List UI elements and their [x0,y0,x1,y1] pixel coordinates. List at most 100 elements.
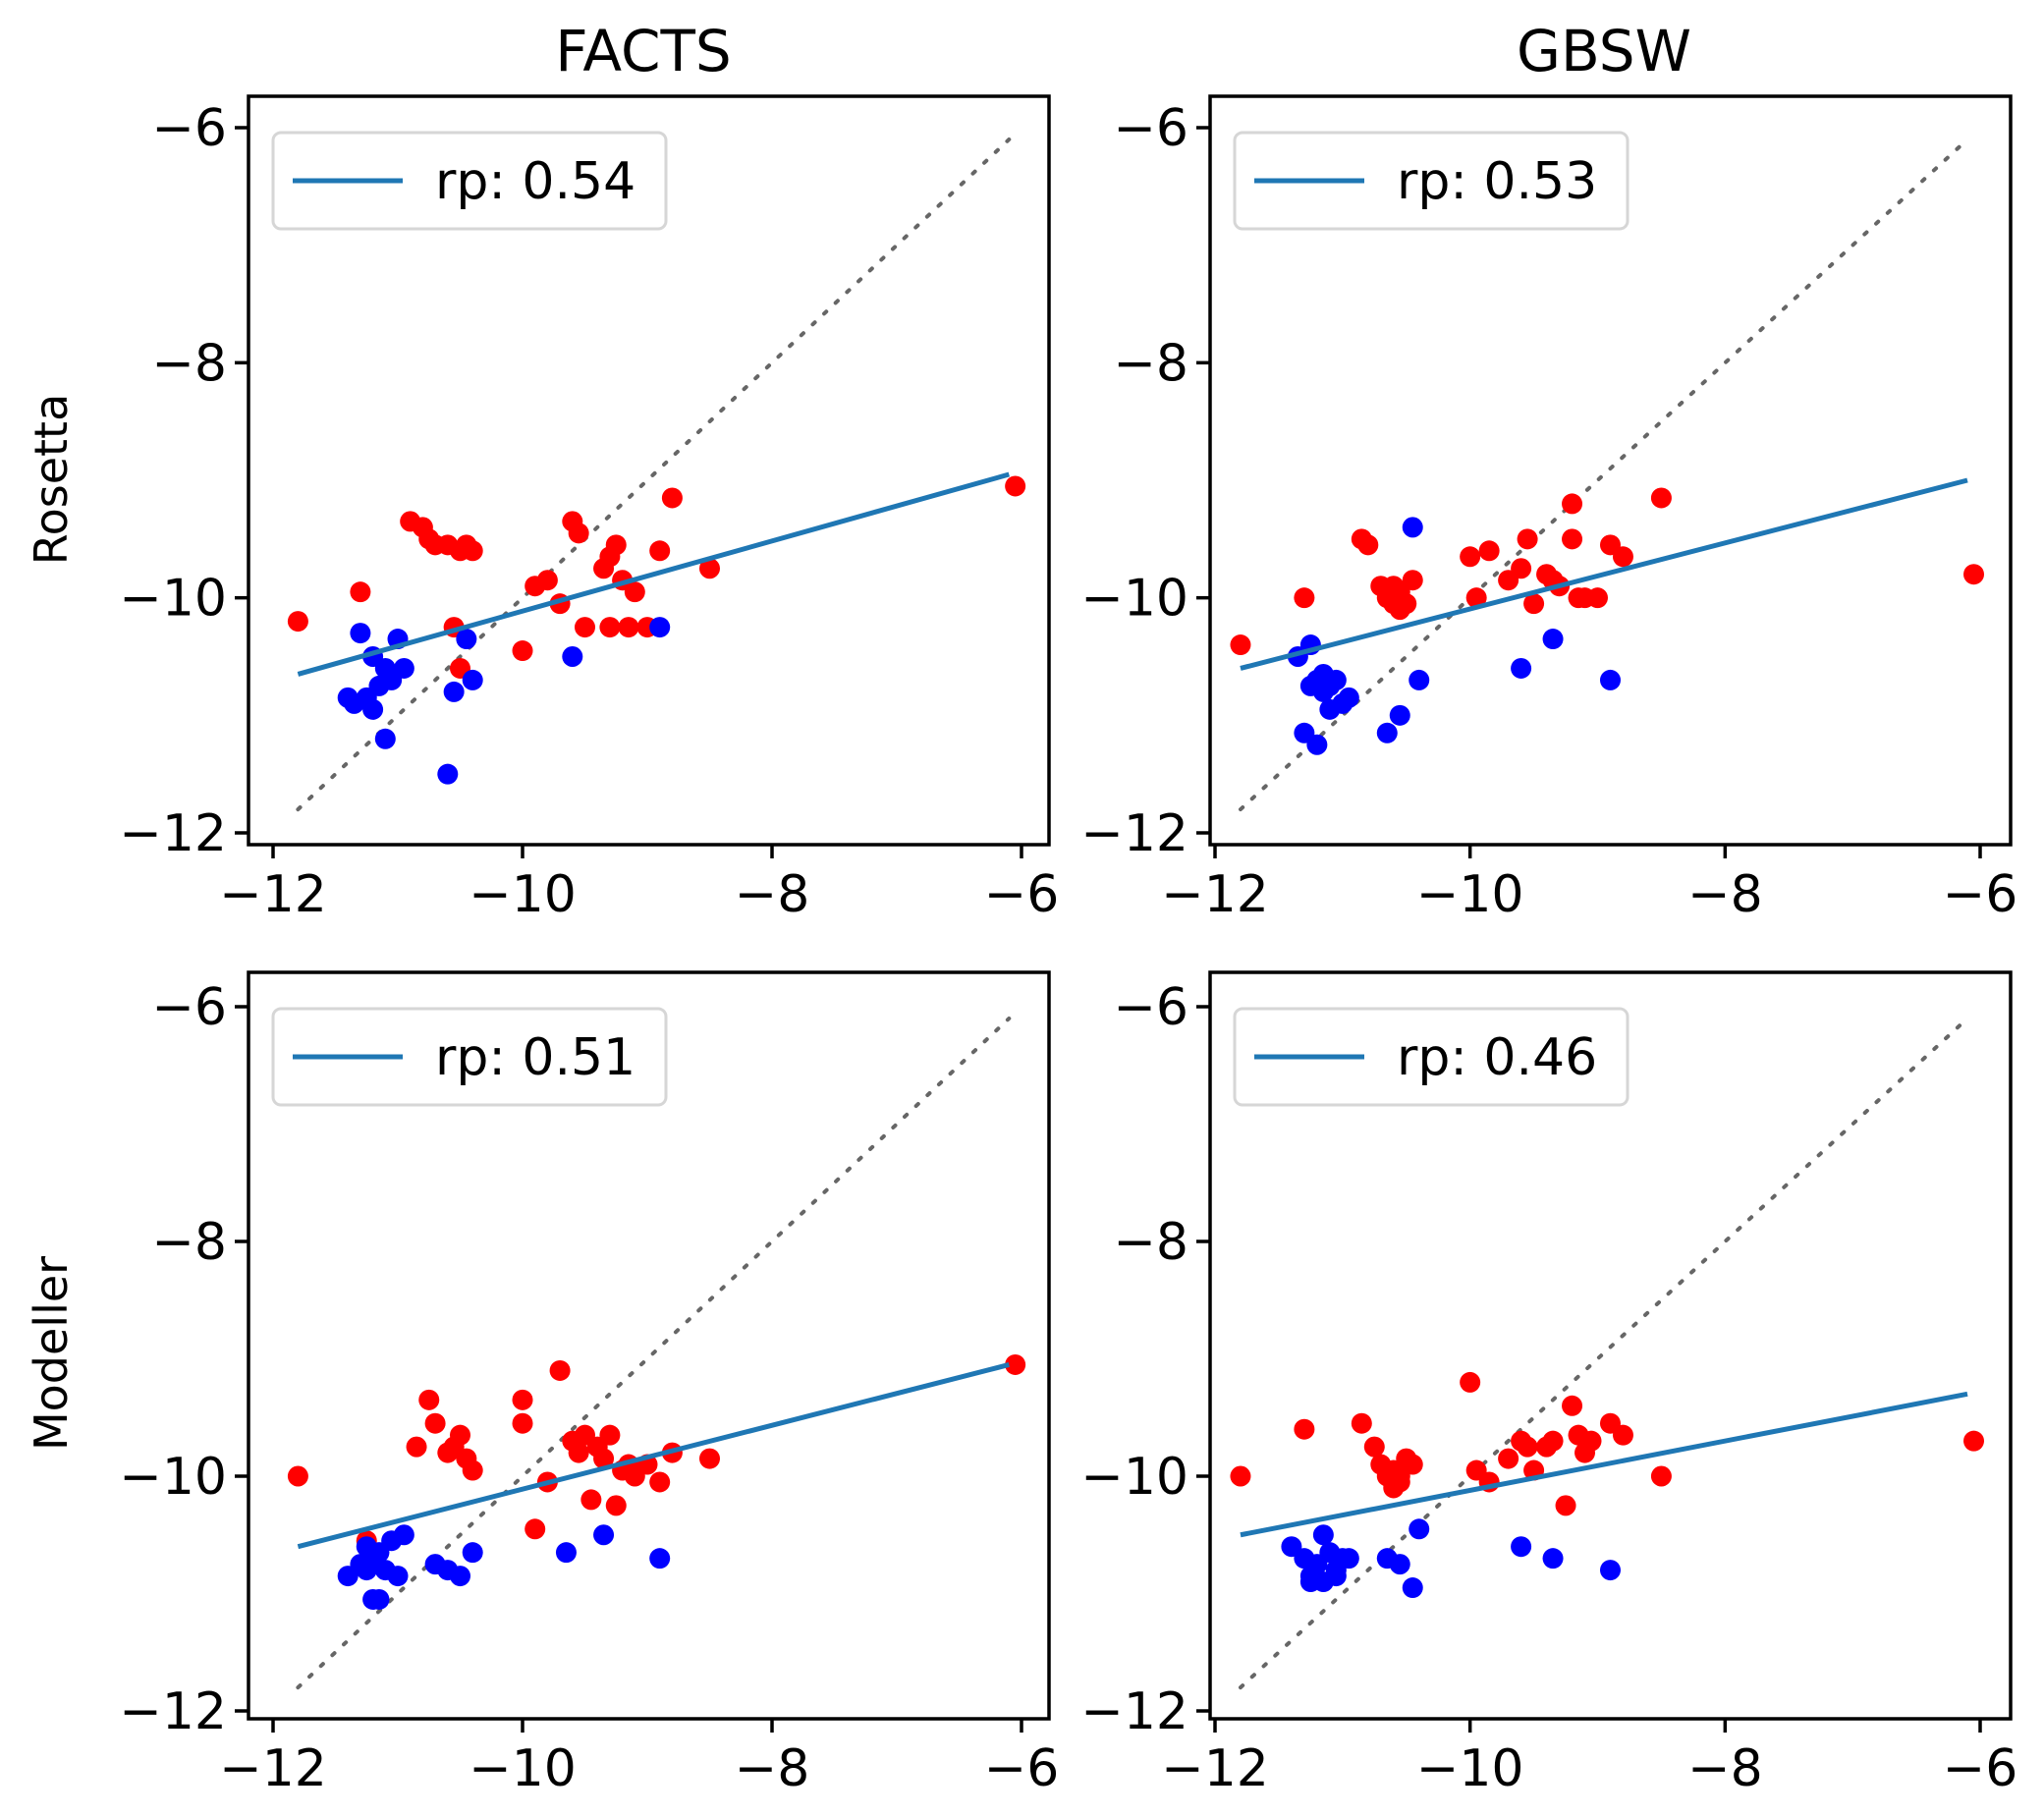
legend-label: rp: 0.51 [435,1028,635,1087]
point-blue [593,1524,615,1546]
legend-box [1233,1007,1630,1107]
legend: rp: 0.53 [1233,131,1630,231]
point-red [1460,1371,1481,1393]
legend: rp: 0.46 [1233,1007,1630,1107]
x-tick-label: −12 [1161,1739,1269,1798]
point-blue [437,763,459,785]
point-blue [562,646,583,667]
y-tick-label: −12 [119,1682,227,1741]
panel-3: −12 −10 −8 −6 −12 −10 −8 −6 rp: 0.51 [119,970,1059,1798]
x-tick-label: −8 [735,865,810,924]
point-blue [1409,1518,1430,1540]
point-red [1005,1353,1026,1375]
point-red [605,534,627,556]
point-red [618,617,639,638]
point-blue [1312,681,1334,702]
point-red [1402,570,1423,591]
point-blue [1389,704,1410,726]
point-blue [1376,722,1398,743]
point-blue [350,623,371,644]
point-blue [1542,1548,1564,1569]
axes-frame [1208,94,2013,847]
x-tick-label: −8 [1687,1739,1763,1798]
point-red [1351,1412,1372,1434]
point-red [350,581,371,603]
panel-4: −12 −10 −8 −6 −12 −10 −8 −6 rp: 0.46 [1080,970,2017,1798]
point-red [536,570,558,591]
point-red [1517,1436,1538,1458]
point-red [512,640,533,662]
row-label-rosetta: Rosetta [25,394,78,566]
point-red [1230,634,1251,656]
y-tick-label: −12 [1080,1682,1188,1741]
point-red [1383,1477,1405,1499]
y-tick-label: −8 [151,334,227,393]
point-red [1612,546,1633,568]
point-red [1511,558,1532,579]
legend-box [1233,131,1630,231]
column-title-gbsw: GBSW [1517,18,1691,84]
point-red [1542,1430,1564,1452]
point-red [575,617,595,638]
point-blue [368,1588,390,1610]
point-red [624,581,645,603]
y-tick-label: −10 [119,1448,227,1507]
axes-frame [247,970,1051,1721]
point-blue [462,1542,483,1564]
fit-line [297,471,1010,677]
point-red [1650,487,1672,509]
point-red [1389,599,1410,621]
panel-2: −12 −10 −8 −6 −12 −10 −8 −6 rp: 0.53 [1080,94,2017,924]
point-red [1357,534,1379,556]
legend: rp: 0.51 [271,1007,668,1107]
legend-label: rp: 0.53 [1397,152,1597,211]
point-red [1517,528,1538,550]
point-blue [1319,698,1341,720]
y-tick-label: −8 [151,1213,227,1272]
fit-line [1240,1391,1968,1538]
point-red [568,1442,589,1463]
x-tick-label: −12 [219,865,327,924]
x-tick-label: −10 [1416,865,1524,924]
point-red [1963,564,1985,585]
point-blue [450,1566,470,1587]
point-red [525,1518,546,1540]
identity-line [1238,1016,1970,1690]
x-tick-label: −6 [984,865,1060,924]
point-red [1562,1395,1583,1416]
legend: rp: 0.54 [271,131,668,231]
point-blue [1338,1548,1359,1569]
legend-label: rp: 0.46 [1397,1028,1597,1087]
point-blue [1511,1536,1532,1558]
point-red [1230,1465,1251,1487]
point-red [424,1412,446,1434]
point-blue [1542,629,1564,650]
point-red [699,558,720,579]
legend-box [271,131,668,231]
point-red [450,1424,470,1446]
point-blue [1511,657,1532,679]
point-blue [337,687,359,708]
point-blue [649,1548,671,1569]
y-tick-label: −6 [1113,99,1188,158]
y-tick-label: −10 [1080,1448,1188,1507]
point-red [1294,1418,1315,1440]
point-blue [1599,1560,1621,1581]
legend-label: rp: 0.54 [435,152,635,211]
point-blue [393,1524,414,1546]
point-blue [1306,734,1328,755]
point-blue [555,1542,577,1564]
point-blue [356,1560,377,1581]
x-tick-label: −10 [469,865,577,924]
point-blue [374,728,396,749]
point-red [549,1359,571,1381]
panels-layer: −12 −10 −8 −6 −12 −10 −8 −6 rp: 0.54 −12 −10 −8 −6 −1… [119,94,2017,1798]
point-blue [1312,1524,1334,1546]
point-red [1562,493,1583,515]
point-red [462,540,483,562]
point-red [1555,1495,1576,1516]
point-red [1478,540,1500,562]
point-blue [462,669,483,690]
y-tick-label: −6 [151,978,227,1037]
